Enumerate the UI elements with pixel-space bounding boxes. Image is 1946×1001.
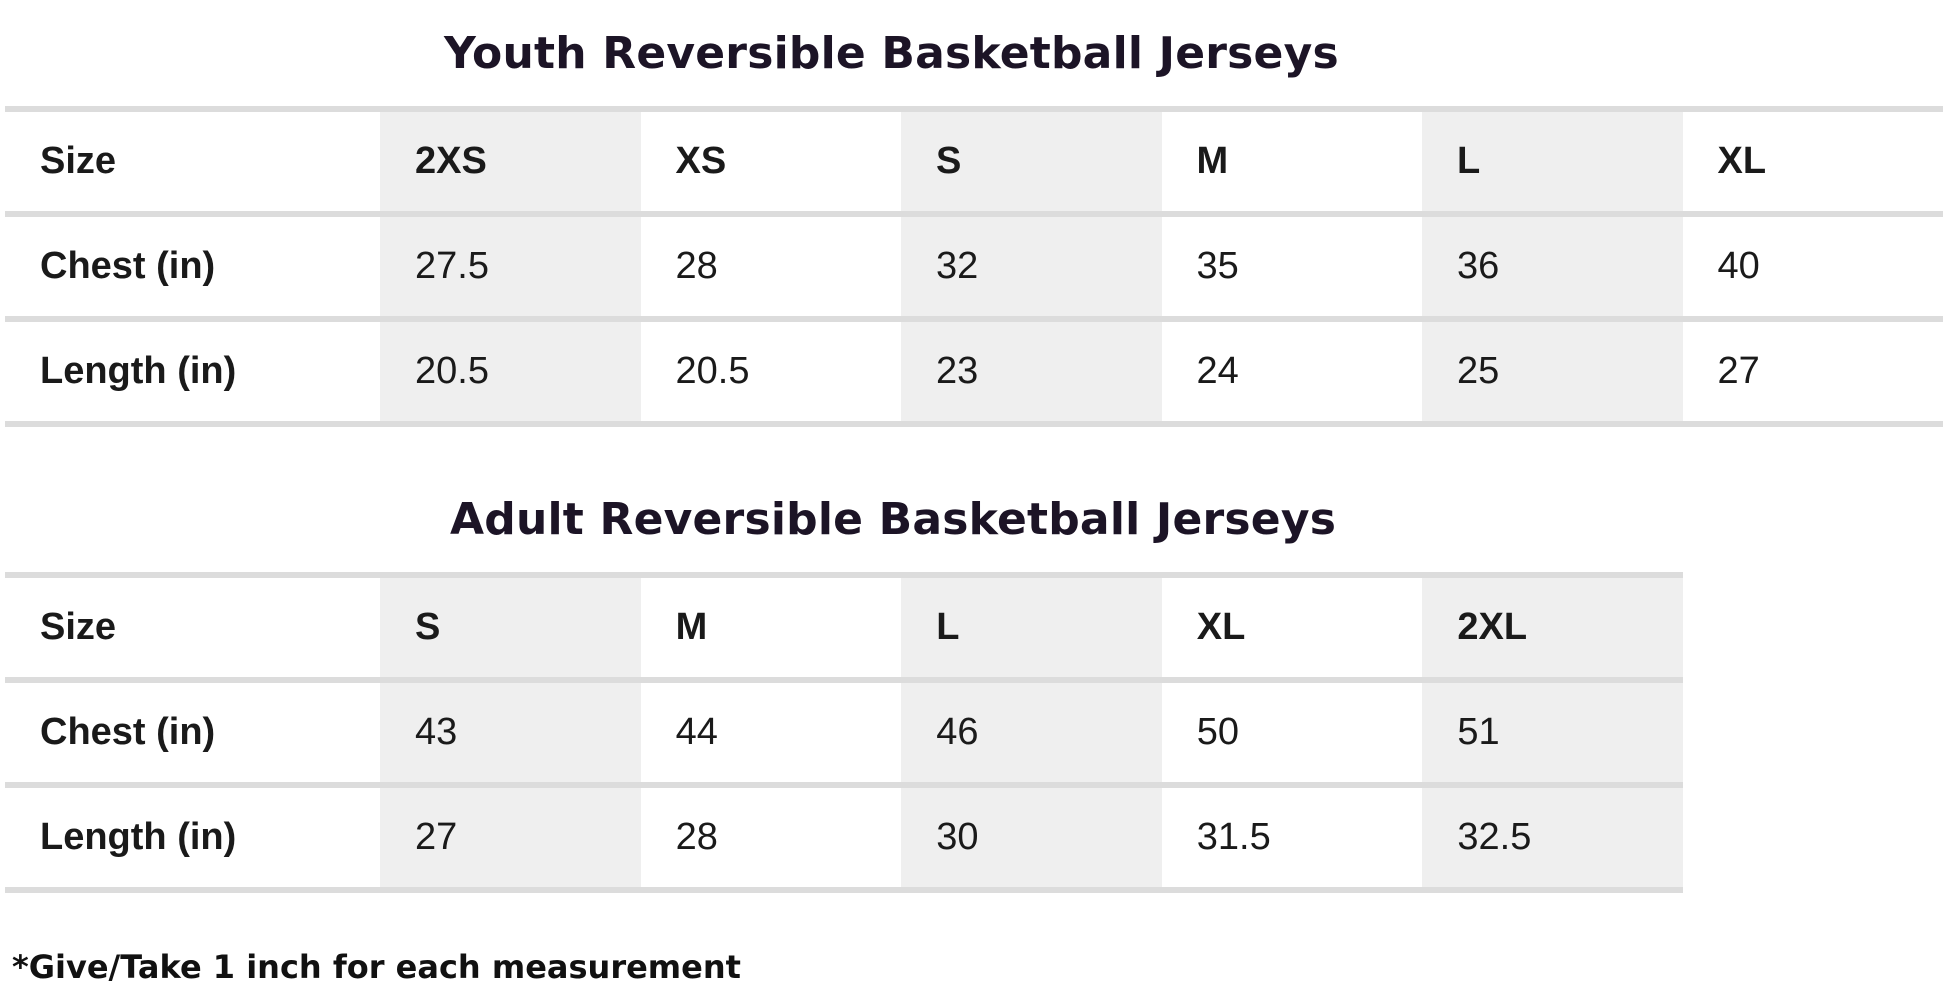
length-cell: 24: [1161, 316, 1422, 427]
row-label-size: Size: [5, 106, 380, 214]
chest-cell: 50: [1161, 677, 1423, 785]
row-label-size: Size: [5, 572, 380, 680]
length-cell: 32.5: [1422, 782, 1683, 893]
measurement-footnote: *Give/Take 1 inch for each measurement: [12, 948, 741, 986]
chest-cell: 46: [901, 677, 1162, 785]
length-cell: 31.5: [1161, 782, 1423, 893]
row-label-chest: Chest (in): [5, 677, 380, 785]
length-cell: 20.5: [380, 316, 641, 427]
size-cell: M: [640, 572, 902, 680]
size-cell: L: [1422, 106, 1683, 214]
youth-size-table: Size 2XS XS S M L XL Chest (in) 27.5 28 …: [5, 106, 1943, 427]
size-cell: S: [380, 572, 641, 680]
size-cell: XL: [1682, 106, 1943, 214]
length-cell: 28: [640, 782, 902, 893]
chest-cell: 35: [1161, 211, 1422, 319]
adult-table-title: Adult Reversible Basketball Jerseys: [450, 494, 1337, 545]
table-row-chest: Chest (in) 43 44 46 50 51: [5, 677, 1683, 785]
row-label-length: Length (in): [5, 316, 380, 427]
table-row-chest: Chest (in) 27.5 28 32 35 36 40: [5, 211, 1943, 319]
adult-size-table: Size S M L XL 2XL Chest (in) 43 44 46 50…: [5, 572, 1683, 893]
size-cell: XS: [640, 106, 901, 214]
chest-cell: 27.5: [380, 211, 641, 319]
chest-cell: 43: [380, 677, 641, 785]
size-cell: M: [1161, 106, 1422, 214]
chest-cell: 44: [640, 677, 902, 785]
table-row-length: Length (in) 20.5 20.5 23 24 25 27: [5, 316, 1943, 427]
youth-table-title: Youth Reversible Basketball Jerseys: [444, 28, 1339, 79]
size-cell: L: [901, 572, 1162, 680]
chest-cell: 51: [1422, 677, 1683, 785]
chest-cell: 28: [640, 211, 901, 319]
chest-cell: 36: [1422, 211, 1683, 319]
size-cell: S: [901, 106, 1162, 214]
length-cell: 27: [1682, 316, 1943, 427]
length-cell: 25: [1422, 316, 1683, 427]
table-row-size: Size S M L XL 2XL: [5, 572, 1683, 680]
length-cell: 23: [901, 316, 1162, 427]
length-cell: 27: [380, 782, 641, 893]
table-row-size: Size 2XS XS S M L XL: [5, 106, 1943, 214]
length-cell: 20.5: [640, 316, 901, 427]
row-label-chest: Chest (in): [5, 211, 380, 319]
size-cell: XL: [1161, 572, 1423, 680]
length-cell: 30: [901, 782, 1162, 893]
size-cell: 2XS: [380, 106, 641, 214]
row-label-length: Length (in): [5, 782, 380, 893]
size-cell: 2XL: [1422, 572, 1683, 680]
chest-cell: 40: [1682, 211, 1943, 319]
table-row-length: Length (in) 27 28 30 31.5 32.5: [5, 782, 1683, 893]
chest-cell: 32: [901, 211, 1162, 319]
